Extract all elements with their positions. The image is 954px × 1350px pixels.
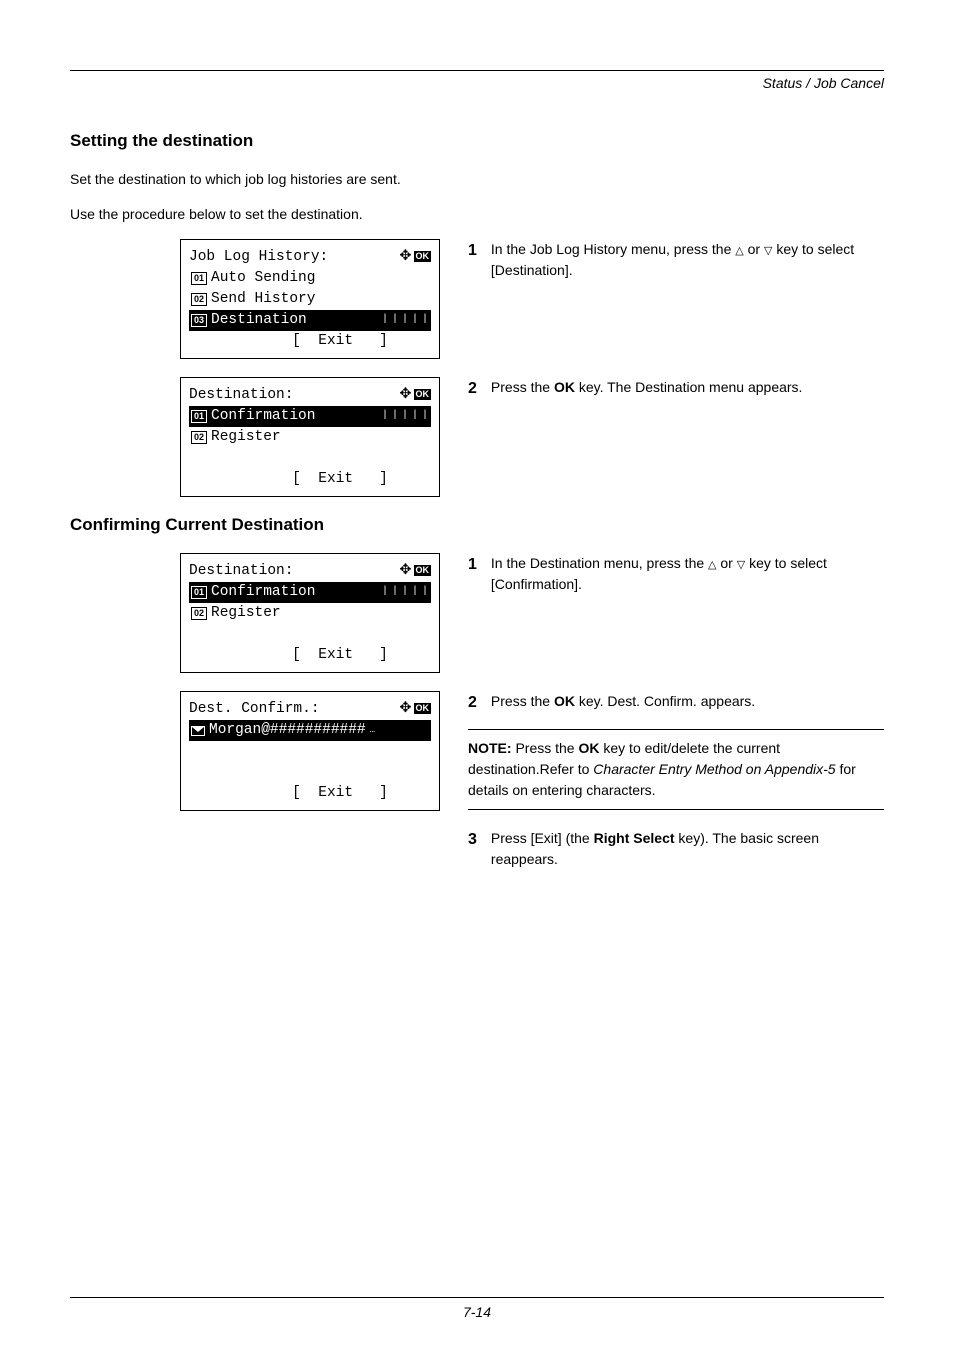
header-rule [70,70,884,71]
lcd2-exit: [ Exit ] [189,469,431,490]
sel-marks: | | | | | [311,313,429,328]
step-text-2-3: Press [Exit] (the Right Select key). The… [491,828,884,870]
lcd1-item2: Send History [211,289,315,310]
sel-marks: | | | | | [319,585,429,600]
s21b: or [717,555,737,571]
ok-label: OK [414,565,432,576]
s12a: Press the [491,379,554,395]
step-num-2-1: 1 [468,553,477,595]
s11a: In the Job Log History menu, press the [491,241,735,257]
lcd1-item3-num: 03 [191,314,207,327]
note-block: NOTE: Press the OK key to edit/delete th… [468,729,884,810]
mail-icon [191,726,205,736]
lcd-destination-2: Destination: ✥OK 01 Confirmation | | | |… [180,553,440,673]
tri-down-icon: ▽ [737,559,745,571]
note-bold: OK [578,740,599,756]
lcd1-item2-num: 02 [191,293,207,306]
tri-up-icon: △ [708,559,716,571]
lcd2-item1: Confirmation [211,406,315,427]
ok-label: OK [414,251,432,262]
step-text-2-1: In the Destination menu, press the △ or … [491,553,884,595]
sel-marks: | | | | | [319,409,429,424]
page-footer: 7-14 [70,1297,884,1320]
nav-ok-icon: ✥OK [399,384,431,405]
lcd1-title: Job Log History: [189,247,328,268]
tri-up-icon: △ [735,245,743,257]
lcd1-exit: [ Exit ] [189,331,431,352]
nav-ok-icon: ✥OK [399,560,431,581]
lcd4-exit: [ Exit ] [189,783,431,804]
s12bold: OK [554,379,575,395]
step-num-2-3: 3 [468,828,477,870]
s23a: Press [Exit] (the [491,830,594,846]
intro-text-1: Set the destination to which job log his… [70,169,884,190]
step-text-1-1: In the Job Log History menu, press the △… [491,239,884,281]
lcd2-item2: Register [211,427,281,448]
lcd3-item2: Register [211,603,281,624]
step-num-2-2: 2 [468,691,477,715]
heading-setting-destination: Setting the destination [70,131,884,151]
lcd2-item2-num: 02 [191,431,207,444]
step-text-1-2: Press the OK key. The Destination menu a… [491,377,803,401]
lcd2-item1-num: 01 [191,410,207,423]
nav-ok-icon: ✥OK [399,246,431,267]
lcd3-title: Destination: [189,561,293,582]
lcd3-exit: [ Exit ] [189,645,431,666]
nav-ok-icon: ✥OK [399,698,431,719]
note-label: NOTE: [468,740,515,756]
lcd2-title: Destination: [189,385,293,406]
s21a: In the Destination menu, press the [491,555,708,571]
lcd-job-log-history: Job Log History: ✥OK 01 Auto Sending 02 … [180,239,440,359]
step-text-2-2: Press the OK key. Dest. Confirm. appears… [491,691,755,715]
lcd3-item1: Confirmation [211,582,315,603]
s23bold: Right Select [594,830,675,846]
lcd1-item1: Auto Sending [211,268,315,289]
s22bold: OK [554,693,575,709]
s22b: key. Dest. Confirm. appears. [575,693,755,709]
lcd3-item1-num: 01 [191,586,207,599]
lcd-destination-1: Destination: ✥OK 01 Confirmation | | | |… [180,377,440,497]
lcd1-item1-num: 01 [191,272,207,285]
s22a: Press the [491,693,554,709]
step-num-1-2: 2 [468,377,477,401]
header-section-title: Status / Job Cancel [70,75,884,91]
intro-text-2: Use the procedure below to set the desti… [70,204,884,225]
step-num-1-1: 1 [468,239,477,281]
s11b: or [744,241,764,257]
ok-label: OK [414,703,432,714]
lcd4-title: Dest. Confirm.: [189,699,320,720]
lcd-dest-confirm: Dest. Confirm.: ✥OK Morgan@########### …… [180,691,440,811]
heading-confirming-destination: Confirming Current Destination [70,515,884,535]
note-italic: Character Entry Method on Appendix-5 [593,761,835,777]
lcd4-item1: Morgan@########### [209,720,366,741]
lcd3-item2-num: 02 [191,607,207,620]
ok-label: OK [414,389,432,400]
s12b: key. The Destination menu appears. [575,379,803,395]
note-a: Press the [515,740,578,756]
lcd1-item3: Destination [211,310,307,331]
ellipsis: … [370,724,375,737]
